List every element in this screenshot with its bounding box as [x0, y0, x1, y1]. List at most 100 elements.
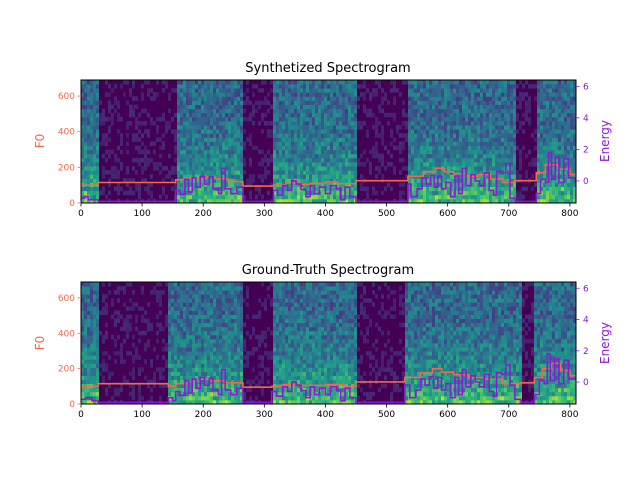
spectrogram-cell	[96, 100, 99, 105]
spectrogram-cell	[171, 363, 174, 368]
spectrogram-cell	[90, 145, 93, 151]
spectrogram-cell	[141, 367, 144, 372]
spectrogram-cell	[186, 108, 189, 114]
spectrogram-cell	[495, 145, 498, 151]
spectrogram-cell	[90, 137, 93, 142]
spectrogram-cell	[186, 306, 189, 311]
spectrogram-cell	[234, 145, 237, 151]
spectrogram-cell	[132, 359, 135, 364]
spectrogram-cell	[453, 112, 456, 118]
spectrogram-cell	[237, 153, 240, 159]
spectrogram-cell	[300, 198, 303, 204]
spectrogram-cell	[207, 322, 210, 328]
spectrogram-cell	[87, 112, 90, 118]
spectrogram-cell	[462, 133, 465, 138]
spectrogram-cell	[138, 112, 141, 118]
spectrogram-cell	[234, 306, 237, 311]
spectrogram-cell	[321, 121, 324, 126]
spectrogram-cell	[177, 298, 180, 303]
spectrogram-cell	[129, 112, 132, 118]
spectrogram-cell	[345, 108, 348, 114]
spectrogram-cell	[228, 318, 231, 324]
spectrogram-cell	[180, 367, 183, 372]
spectrogram-cell	[192, 112, 195, 118]
spectrogram-cell	[564, 190, 567, 196]
spectrogram-cell	[471, 137, 474, 142]
spectrogram-cell	[210, 391, 213, 397]
spectrogram-cell	[183, 375, 186, 380]
spectrogram-cell	[99, 310, 102, 315]
spectrogram-cell	[201, 121, 204, 126]
spectrogram-cell	[117, 391, 120, 397]
spectrogram-cell	[258, 88, 261, 93]
spectrogram-cell	[234, 343, 237, 348]
spectrogram-cell	[237, 186, 240, 192]
spectrogram-cell	[303, 96, 306, 101]
spectrogram-cell	[471, 104, 474, 110]
spectrogram-cell	[330, 166, 333, 171]
spectrogram-cell	[81, 186, 84, 192]
spectrogram-cell	[456, 182, 459, 187]
spectrogram-cell	[195, 375, 198, 380]
spectrogram-cell	[369, 108, 372, 114]
spectrogram-cell	[291, 96, 294, 101]
spectrogram-cell	[303, 162, 306, 167]
spectrogram-cell	[234, 355, 237, 360]
spectrogram-cell	[204, 186, 207, 192]
spectrogram-cell	[219, 310, 222, 315]
spectrogram-cell	[189, 137, 192, 142]
spectrogram-cell	[516, 84, 519, 89]
spectrogram-cell	[483, 133, 486, 138]
spectrogram-cell	[351, 125, 354, 130]
spectrogram-cell	[177, 379, 180, 385]
spectrogram-cell	[351, 84, 354, 89]
spectrogram-cell	[459, 174, 462, 179]
spectrogram-cell	[261, 178, 264, 183]
spectrogram-cell	[219, 133, 222, 138]
spectrogram-cell	[144, 178, 147, 183]
spectrogram-cell	[294, 137, 297, 142]
spectrogram-cell	[177, 314, 180, 319]
spectrogram-cell	[93, 294, 96, 299]
spectrogram-cell	[495, 121, 498, 126]
spectrogram-cell	[195, 359, 198, 364]
spectrogram-cell	[375, 80, 378, 85]
spectrogram-cell	[369, 149, 372, 155]
spectrogram-cell	[189, 182, 192, 187]
spectrogram-cell	[219, 359, 222, 364]
spectrogram-cell	[216, 157, 219, 163]
spectrogram-cell	[180, 100, 183, 105]
spectrogram-cell	[141, 314, 144, 319]
spectrogram-cell	[219, 182, 222, 187]
spectrogram-cell	[126, 178, 129, 183]
spectrogram-cell	[483, 190, 486, 196]
spectrogram-cell	[285, 174, 288, 179]
spectrogram-cell	[570, 178, 573, 183]
spectrogram-cell	[426, 129, 429, 134]
spectrogram-cell	[459, 170, 462, 175]
spectrogram-cell	[186, 174, 189, 179]
spectrogram-cell	[249, 334, 252, 340]
spectrogram-cell	[462, 194, 465, 200]
spectrogram-cell	[237, 190, 240, 196]
spectrogram-cell	[285, 104, 288, 110]
spectrogram-cell	[240, 330, 243, 336]
spectrogram-cell	[198, 149, 201, 155]
spectrogram-cell	[198, 137, 201, 142]
spectrogram-cell	[183, 322, 186, 328]
spectrogram-cell	[111, 334, 114, 340]
spectrogram-cell	[279, 80, 282, 85]
spectrogram-cell	[99, 330, 102, 336]
spectrogram-cell	[300, 157, 303, 163]
spectrogram-cell	[174, 399, 177, 405]
spectrogram-cell	[471, 145, 474, 151]
spectrogram-cell	[183, 145, 186, 151]
spectrogram-cell	[147, 149, 150, 155]
spectrogram-cell	[489, 80, 492, 85]
spectrogram-cell	[300, 108, 303, 114]
spectrogram-cell	[108, 104, 111, 110]
spectrogram-cell	[441, 104, 444, 110]
spectrogram-cell	[324, 116, 327, 122]
spectrogram-cell	[315, 137, 318, 142]
spectrogram-cell	[474, 88, 477, 93]
